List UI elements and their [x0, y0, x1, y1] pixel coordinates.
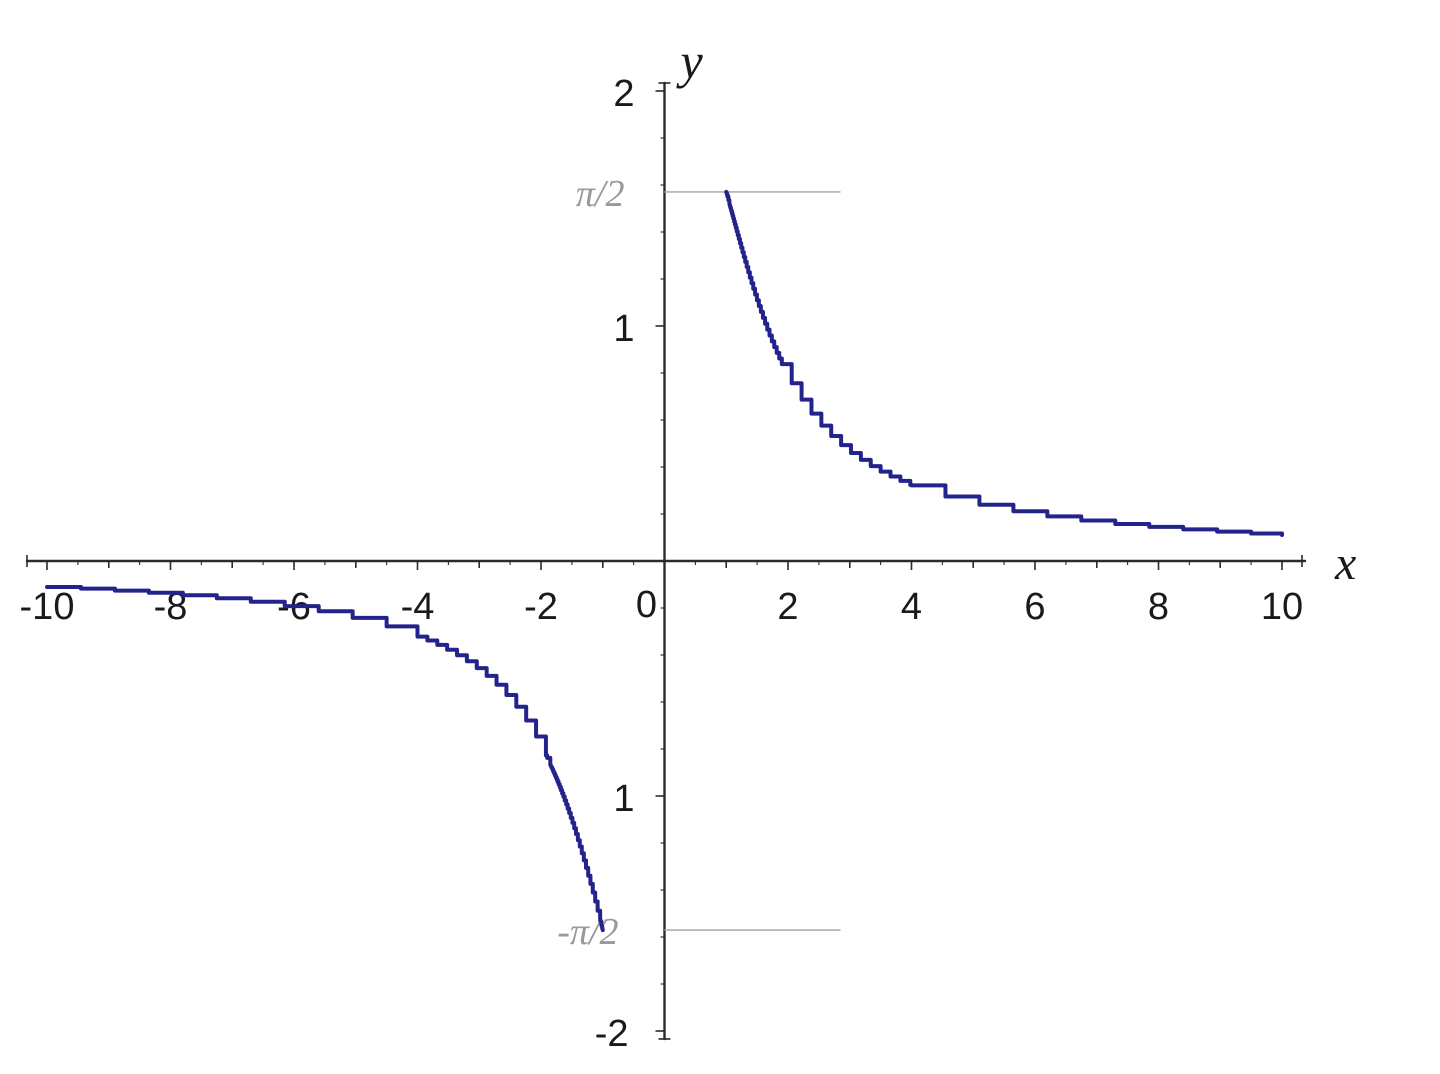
svg-text:π/2: π/2 [576, 173, 625, 215]
svg-text:y: y [676, 33, 704, 89]
svg-text:4: 4 [901, 586, 922, 628]
svg-text:2: 2 [777, 586, 798, 628]
svg-text:x: x [1334, 537, 1356, 590]
svg-text:1: 1 [613, 778, 634, 820]
svg-text:-2: -2 [595, 1013, 629, 1055]
svg-text:0: 0 [636, 584, 657, 626]
svg-text:6: 6 [1024, 586, 1045, 628]
svg-text:-4: -4 [401, 586, 435, 628]
svg-text:1: 1 [613, 308, 634, 350]
svg-text:2: 2 [613, 73, 634, 115]
svg-text:10: 10 [1261, 586, 1303, 628]
svg-text:-2: -2 [524, 586, 558, 628]
svg-text:-10: -10 [20, 586, 75, 628]
svg-text:8: 8 [1148, 586, 1169, 628]
svg-text:-π/2: -π/2 [557, 911, 618, 953]
